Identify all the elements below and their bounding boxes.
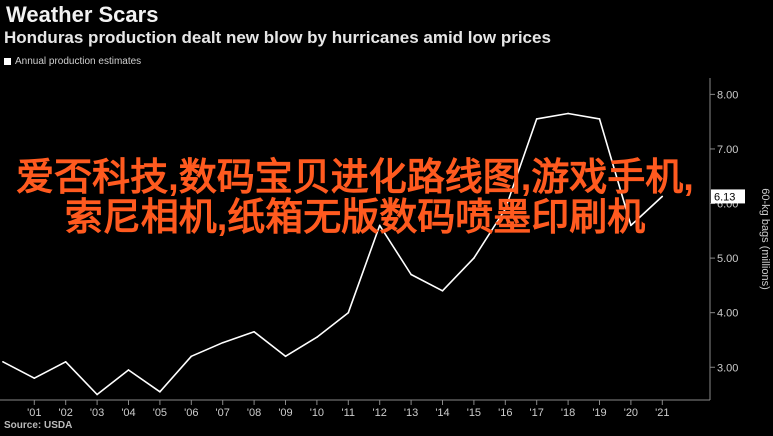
- y-tick-label: 4.00: [717, 308, 738, 320]
- data-point: [504, 208, 507, 210]
- data-point: [2, 360, 4, 363]
- series-line: [2, 112, 663, 396]
- x-tick-label: '16: [498, 407, 512, 419]
- x-tick-label: '13: [404, 407, 418, 419]
- data-point: [473, 257, 475, 259]
- x-tick-label: '09: [278, 407, 292, 419]
- data-point: [190, 355, 193, 358]
- y-tick-label: 5.00: [717, 253, 738, 265]
- legend: Annual production estimates: [4, 56, 141, 67]
- chart-title: Weather Scars: [6, 2, 159, 27]
- x-tick-label: '15: [467, 407, 481, 419]
- data-point: [33, 377, 36, 379]
- data-point: [378, 224, 381, 227]
- y-tick-label: 3.00: [717, 362, 738, 374]
- x-tick-label: '08: [247, 407, 261, 419]
- x-tick-label: '11: [342, 407, 356, 419]
- data-point: [441, 290, 444, 292]
- chart-subtitle: Honduras production dealt new blow by hu…: [4, 28, 551, 47]
- x-tick-label: '17: [530, 407, 544, 419]
- data-point: [64, 360, 67, 363]
- last-value-label: 6.13: [714, 191, 735, 203]
- watermark-overlay-text: 爱否科技,数码宝贝进化路线图,游戏手机,索尼相机,纸箱无版数码喷墨印刷机: [16, 157, 694, 239]
- data-point: [316, 336, 318, 339]
- x-tick-label: '10: [310, 407, 324, 419]
- x-tick-label: '19: [592, 407, 606, 419]
- data-point: [284, 355, 287, 358]
- data-point: [127, 369, 130, 371]
- x-tick-label: '06: [184, 407, 198, 419]
- x-tick-label: '02: [59, 407, 73, 419]
- y-axis-label: 60-kg bags (millions): [759, 188, 771, 289]
- x-tick-label: '14: [435, 407, 449, 419]
- y-tick-label: 7.00: [717, 144, 738, 156]
- data-point: [410, 273, 412, 276]
- x-tick-label: '05: [153, 407, 167, 419]
- data-point: [598, 118, 601, 120]
- x-tick-label: '18: [561, 407, 575, 419]
- data-point: [630, 224, 632, 227]
- data-point: [567, 112, 569, 115]
- data-point: [159, 391, 161, 393]
- x-tick-label: '21: [655, 407, 669, 419]
- data-point: [347, 311, 350, 314]
- data-point: [221, 341, 224, 344]
- x-tick-label: '20: [624, 407, 638, 419]
- x-tick-label: '01: [27, 407, 41, 419]
- x-tick-label: '04: [121, 407, 135, 419]
- data-point: [253, 330, 255, 333]
- x-tick-label: '07: [216, 407, 230, 419]
- data-point: [661, 195, 664, 198]
- x-tick-label: '03: [90, 407, 104, 419]
- y-tick-label: 8.00: [717, 89, 738, 101]
- x-tick-label: '12: [373, 407, 387, 419]
- data-point: [96, 393, 98, 396]
- legend-swatch: [4, 58, 11, 65]
- data-point: [535, 118, 538, 120]
- source-note: Source: USDA: [4, 420, 73, 431]
- legend-label: Annual production estimates: [15, 56, 142, 67]
- last-value-badge: [711, 189, 745, 204]
